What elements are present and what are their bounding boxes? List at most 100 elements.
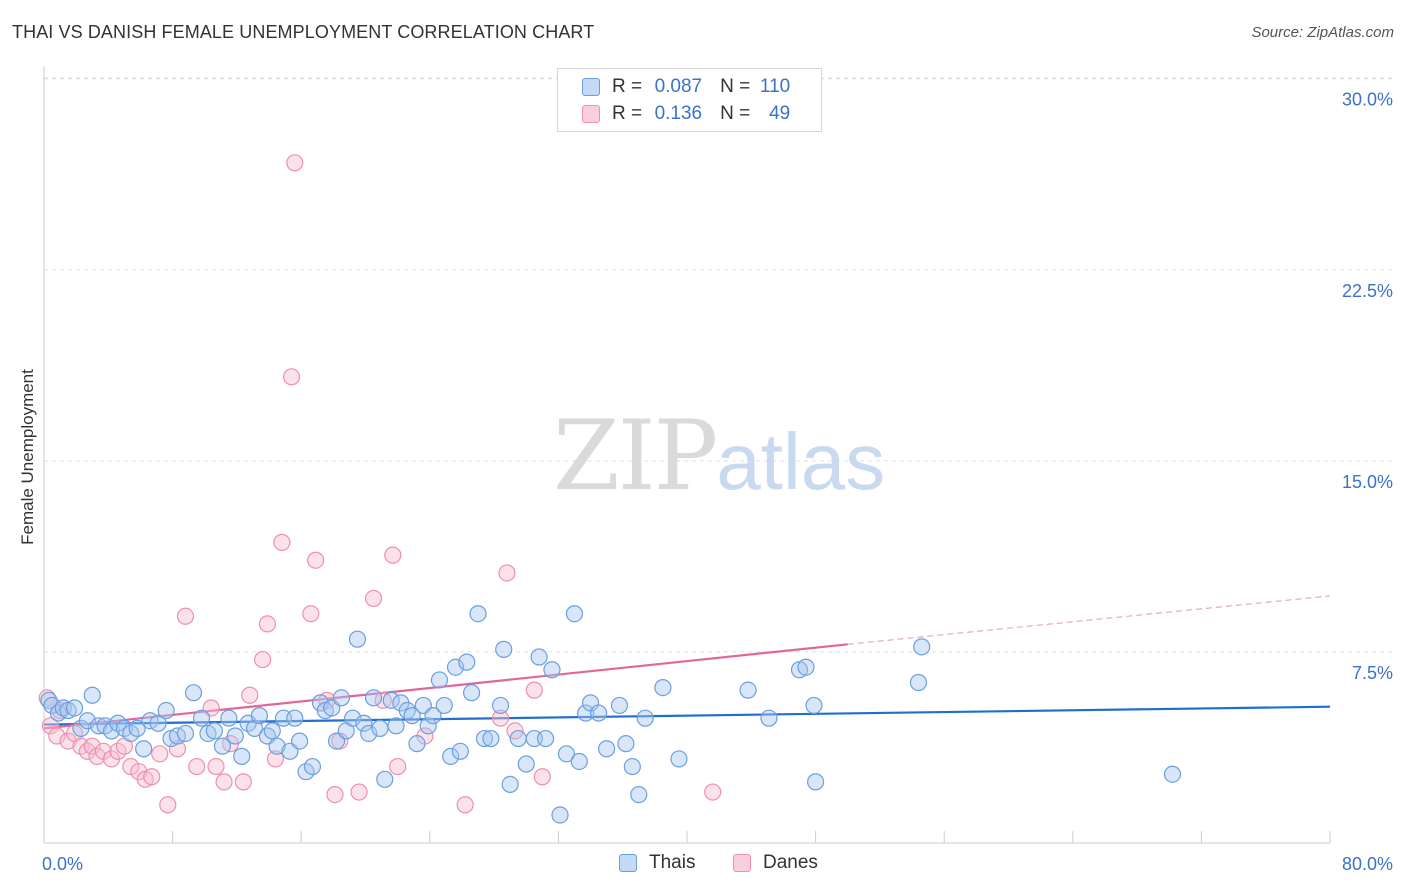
danes-point [266, 750, 285, 768]
thais-point [654, 678, 672, 697]
thais-point [760, 709, 778, 727]
y-tick-label: 7.5% [1352, 663, 1393, 683]
thais-point [263, 722, 281, 740]
thais-point [469, 605, 487, 623]
thais-point [565, 605, 584, 623]
thais-point [128, 719, 146, 737]
x-tick-label: 80.0% [1342, 854, 1393, 874]
thais-point [382, 691, 400, 709]
danes-point [207, 757, 225, 776]
r-value: 0.136 [654, 103, 703, 124]
thais-point [360, 724, 378, 743]
danes-point [241, 686, 259, 704]
danes-point [254, 650, 272, 669]
danes-point [302, 605, 320, 623]
thais-point [797, 658, 815, 676]
danes-point [83, 737, 101, 755]
thais-point [250, 707, 269, 725]
thais-swatch [619, 854, 637, 872]
danes-point [525, 681, 543, 699]
chart-title: THAI VS DANISH FEMALE UNEMPLOYMENT CORRE… [12, 22, 595, 42]
r-label: R = [612, 76, 643, 97]
thais-point [570, 752, 588, 771]
danes-point [168, 740, 187, 758]
tick-labels: 7.5% 15.0% 22.5% 30.0% 0.0% 80.0% [42, 90, 1393, 874]
thais-point [220, 709, 238, 727]
data-points [38, 154, 1182, 824]
y-tick-label: 15.0% [1342, 472, 1393, 492]
danes-point [533, 768, 551, 786]
thais-point [610, 696, 629, 715]
danes-point [143, 768, 161, 786]
thais-point [245, 719, 264, 737]
trend-lines [43, 595, 1331, 730]
danes-point [273, 533, 291, 551]
thais-point [286, 709, 304, 727]
danes-point [282, 368, 301, 386]
thais-point [90, 717, 108, 735]
thais-point [149, 714, 167, 732]
legend-item-danes[interactable]: Danes [733, 852, 818, 874]
danes-point [48, 727, 66, 745]
thais-point [739, 681, 757, 699]
danes-point [258, 615, 277, 633]
thais-point [376, 770, 394, 788]
thais-point [475, 729, 494, 748]
danes-point [215, 773, 233, 791]
thais-point [482, 729, 500, 748]
thais-point [623, 757, 641, 776]
x-tick-label: 0.0% [42, 854, 83, 874]
danes-point [41, 717, 60, 735]
danes-point [704, 783, 722, 801]
danes-point [176, 607, 195, 625]
thais-point [355, 714, 373, 732]
thais-point [458, 653, 476, 671]
thais-point [49, 704, 68, 722]
thais-point [517, 755, 535, 773]
danes-point [491, 709, 510, 727]
legend-row-danes: R = 0.136 N = 49 [582, 102, 790, 126]
n-value: 110 [759, 76, 791, 97]
thais-point [233, 747, 251, 765]
n-value: 49 [769, 103, 791, 124]
danes-point [188, 757, 206, 776]
thais-point [451, 742, 469, 760]
thais-point [78, 712, 97, 730]
thais-point [462, 684, 481, 702]
danes-point [364, 589, 383, 608]
danes-point [286, 154, 304, 172]
thais-point [577, 704, 595, 722]
danes-point [498, 564, 516, 582]
thais-point [589, 704, 608, 722]
n-label: N = [720, 76, 751, 97]
axes [43, 66, 1331, 844]
legend-label-danes: Danes [763, 852, 818, 873]
thais-point [636, 709, 654, 727]
legend-row-thais: R = 0.087 N = 110 [582, 75, 790, 99]
thais-point [501, 775, 519, 794]
thais-point [430, 671, 449, 689]
thais-point [419, 717, 437, 735]
watermark-zip: ZIP [553, 400, 718, 512]
n-label: N = [720, 103, 751, 124]
y-axis-label: Female Unemployment [18, 369, 37, 545]
legend-item-thais[interactable]: Thais [619, 852, 695, 874]
danes-point [350, 783, 368, 801]
danes-point [456, 796, 474, 814]
thais-point [543, 661, 561, 679]
thais-point [442, 747, 460, 765]
thais-point [371, 719, 389, 737]
thais-point [909, 673, 928, 692]
thais-point [398, 701, 416, 720]
thais-point [670, 750, 688, 768]
thais-point [348, 630, 367, 648]
thais-point [268, 737, 286, 755]
thais-point [913, 638, 931, 656]
thais-point [435, 696, 453, 715]
watermark-atlas: atlas [716, 417, 886, 506]
thais-point [491, 696, 510, 715]
thais-point [446, 658, 465, 676]
thais-point [290, 732, 309, 750]
thais-point [536, 729, 555, 748]
